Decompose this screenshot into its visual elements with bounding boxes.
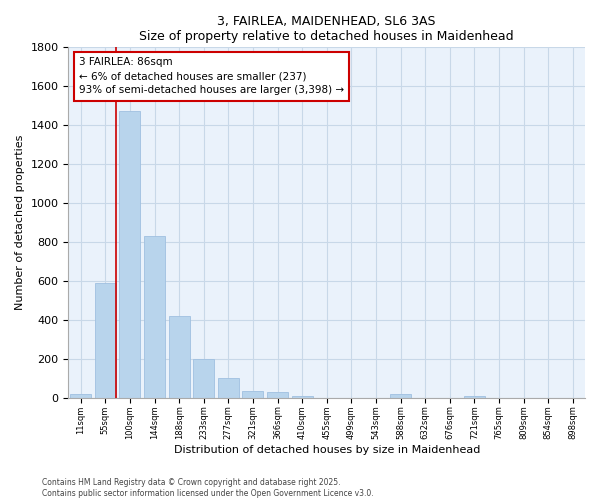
Bar — [242, 391, 263, 398]
Bar — [119, 112, 140, 398]
Bar — [70, 394, 91, 398]
Bar — [292, 396, 313, 398]
Bar — [390, 394, 411, 398]
Bar — [218, 378, 239, 398]
Y-axis label: Number of detached properties: Number of detached properties — [15, 134, 25, 310]
Text: Contains HM Land Registry data © Crown copyright and database right 2025.
Contai: Contains HM Land Registry data © Crown c… — [42, 478, 374, 498]
Bar — [267, 392, 288, 398]
Bar — [464, 396, 485, 398]
Title: 3, FAIRLEA, MAIDENHEAD, SL6 3AS
Size of property relative to detached houses in : 3, FAIRLEA, MAIDENHEAD, SL6 3AS Size of … — [139, 15, 514, 43]
Bar — [193, 359, 214, 398]
Text: 3 FAIRLEA: 86sqm
← 6% of detached houses are smaller (237)
93% of semi-detached : 3 FAIRLEA: 86sqm ← 6% of detached houses… — [79, 58, 344, 96]
X-axis label: Distribution of detached houses by size in Maidenhead: Distribution of detached houses by size … — [173, 445, 480, 455]
Bar — [95, 283, 116, 398]
Bar — [144, 236, 165, 398]
Bar — [169, 316, 190, 398]
